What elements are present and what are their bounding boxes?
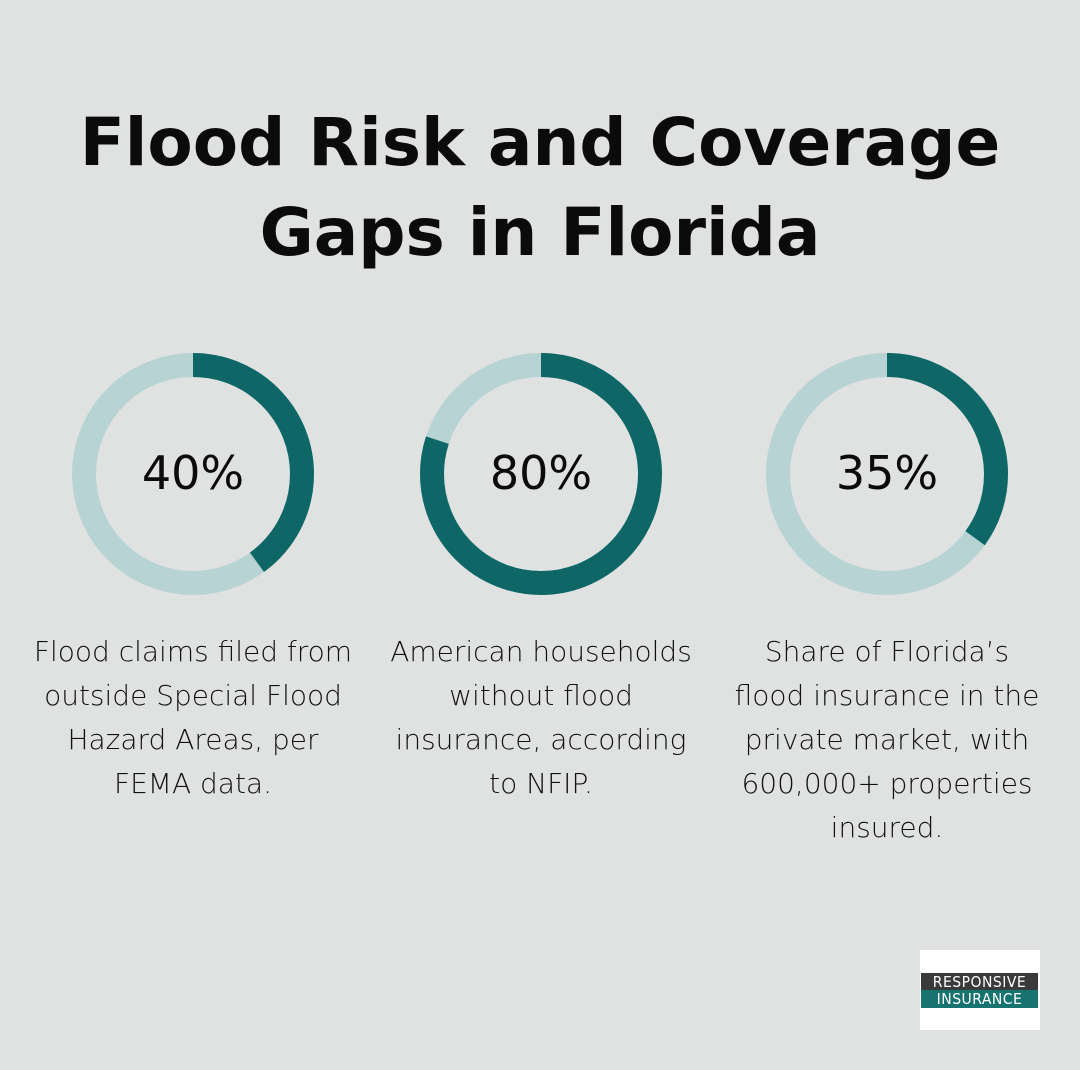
donut-value-arc <box>420 353 662 595</box>
stat-1: 40% Flood claims filed from outside Spec… <box>34 350 352 800</box>
stat-2: 80% American households without flood in… <box>390 350 692 800</box>
stat-value: 40% <box>141 446 245 500</box>
stat-description: American households without flood insura… <box>390 635 692 800</box>
donut-value-arc <box>72 353 314 595</box>
donut-chart-3 <box>766 353 1008 595</box>
stat-3: 35% Share of Florida’s flood insurance i… <box>735 350 1039 844</box>
stat-value: 80% <box>489 446 593 500</box>
responsive-insurance-logo: RESPONSIVE INSURANCE <box>920 950 1040 1030</box>
donut-chart-1 <box>72 353 314 595</box>
stat-description: Share of Florida’s flood insurance in th… <box>734 635 1040 844</box>
page-title: Flood Risk and Coverage Gaps in Florida <box>79 104 1001 271</box>
donut-value-arc <box>766 353 1008 595</box>
donut-chart-2 <box>420 353 662 595</box>
stat-value: 35% <box>835 446 939 500</box>
stat-description: Flood claims filed from outside Special … <box>33 635 353 800</box>
